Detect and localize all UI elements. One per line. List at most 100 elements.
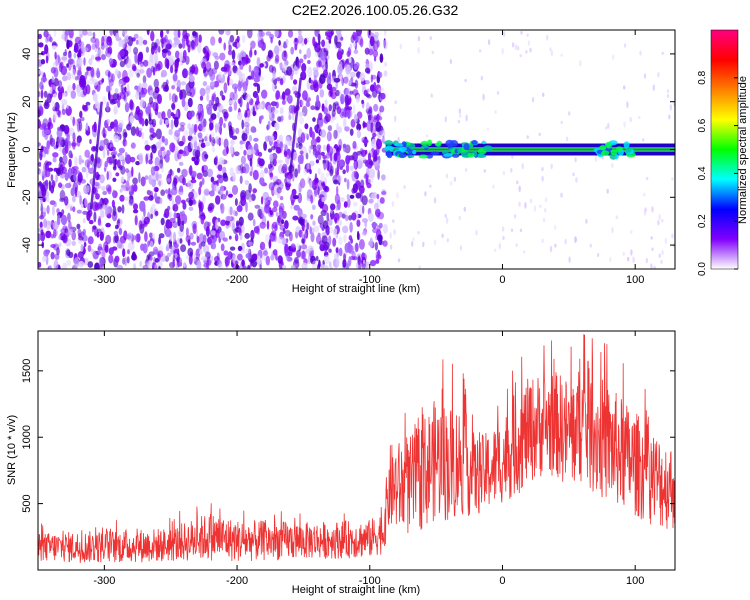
noise-blob	[66, 63, 69, 68]
noise-blob	[64, 30, 70, 36]
y-tick-label: -40	[21, 237, 33, 253]
noise-blob	[139, 99, 146, 108]
noise-blob	[292, 112, 295, 121]
noise-blob	[323, 115, 329, 124]
noise-blob	[204, 141, 211, 147]
faint-speck	[430, 93, 433, 98]
noise-blob	[122, 186, 129, 192]
noise-blob	[348, 56, 352, 64]
faint-speck	[585, 218, 588, 224]
noise-blob	[188, 206, 194, 211]
noise-blob	[345, 65, 352, 75]
noise-blob	[160, 217, 165, 226]
noise-blob	[93, 121, 97, 133]
faint-speck	[431, 50, 434, 55]
noise-blob	[57, 137, 63, 148]
noise-blob	[279, 141, 283, 149]
noise-blob	[138, 154, 143, 165]
noise-blob	[56, 214, 61, 226]
noise-blob	[328, 104, 332, 112]
noise-blob	[190, 138, 194, 149]
noise-blob	[122, 248, 126, 258]
noise-blob	[173, 243, 179, 248]
noise-blob	[358, 239, 365, 250]
noise-blob	[38, 233, 42, 242]
faint-speck	[459, 245, 463, 251]
x-tick-label: 0	[499, 575, 505, 587]
noise-blob	[168, 128, 173, 136]
noise-blob	[102, 95, 107, 105]
noise-blob	[218, 30, 225, 35]
noise-blob	[377, 169, 380, 180]
noise-blob	[314, 106, 319, 111]
noise-blob	[100, 158, 103, 164]
noise-blob	[53, 228, 57, 239]
noise-blob	[205, 251, 211, 259]
noise-blob	[307, 245, 314, 251]
noise-blob	[87, 244, 92, 252]
noise-blob	[198, 243, 203, 250]
noise-blob	[219, 104, 224, 113]
noise-blob	[284, 220, 289, 230]
noise-blob	[354, 40, 357, 51]
noise-blob	[334, 253, 338, 260]
noise-blob	[68, 158, 72, 168]
noise-blob	[76, 53, 82, 58]
noise-blob	[185, 227, 189, 237]
noise-blob	[349, 221, 353, 233]
faint-speck	[518, 201, 521, 207]
noise-blob	[161, 38, 164, 49]
noise-blob	[284, 243, 289, 253]
faint-speck	[519, 54, 522, 58]
noise-blob	[376, 113, 380, 122]
noise-blob	[228, 106, 233, 113]
noise-blob	[136, 39, 139, 45]
noise-blob	[273, 109, 279, 114]
faint-speck	[533, 205, 537, 212]
carrier-blob	[406, 142, 411, 146]
noise-blob	[118, 227, 123, 236]
noise-blob	[84, 149, 90, 158]
noise-blob	[356, 230, 360, 241]
noise-blob	[291, 85, 298, 92]
noise-blob	[223, 111, 229, 119]
noise-blob	[362, 230, 367, 236]
noise-blob	[142, 59, 149, 67]
noise-blob	[209, 134, 212, 143]
noise-blob	[316, 123, 321, 134]
noise-blob	[245, 77, 249, 87]
noise-blob	[156, 63, 161, 72]
noise-blob	[90, 54, 95, 60]
noise-blob	[61, 209, 65, 216]
noise-blob	[356, 123, 362, 131]
noise-blob	[138, 172, 141, 184]
noise-blob	[38, 52, 42, 59]
noise-blob	[166, 252, 172, 257]
noise-blob	[249, 157, 253, 167]
noise-blob	[226, 146, 229, 155]
noise-blob	[298, 116, 305, 125]
noise-blob	[150, 152, 153, 161]
noise-blob	[73, 257, 80, 268]
noise-blob	[376, 193, 380, 200]
noise-blob	[90, 248, 95, 255]
noise-blob	[266, 135, 272, 142]
noise-blob	[349, 71, 356, 78]
noise-blob	[338, 47, 342, 55]
noise-blob	[268, 64, 274, 73]
noise-blob	[76, 223, 81, 230]
noise-blob	[259, 241, 266, 251]
noise-blob	[71, 68, 76, 80]
noise-blob	[205, 133, 209, 143]
faint-speck	[575, 177, 578, 183]
noise-blob	[64, 172, 69, 181]
noise-blob	[52, 93, 57, 98]
noise-blob	[279, 224, 286, 231]
noise-blob	[200, 142, 206, 148]
noise-blob	[231, 49, 236, 60]
noise-blob	[267, 148, 273, 153]
noise-blob	[164, 119, 169, 125]
noise-blob	[158, 173, 162, 179]
noise-blob	[303, 232, 308, 237]
noise-blob	[52, 243, 60, 251]
